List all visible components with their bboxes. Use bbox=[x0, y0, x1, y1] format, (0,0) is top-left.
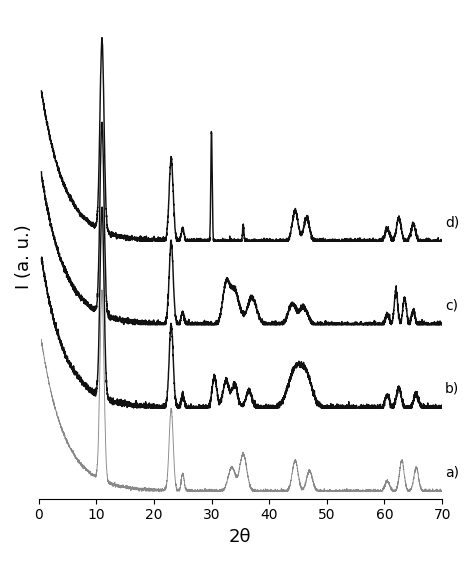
Text: d): d) bbox=[445, 215, 459, 229]
Text: a): a) bbox=[445, 465, 459, 479]
Text: c): c) bbox=[445, 298, 458, 312]
Y-axis label: I (a. u.): I (a. u.) bbox=[15, 224, 33, 289]
Text: b): b) bbox=[445, 381, 459, 396]
X-axis label: 2θ: 2θ bbox=[229, 528, 252, 546]
